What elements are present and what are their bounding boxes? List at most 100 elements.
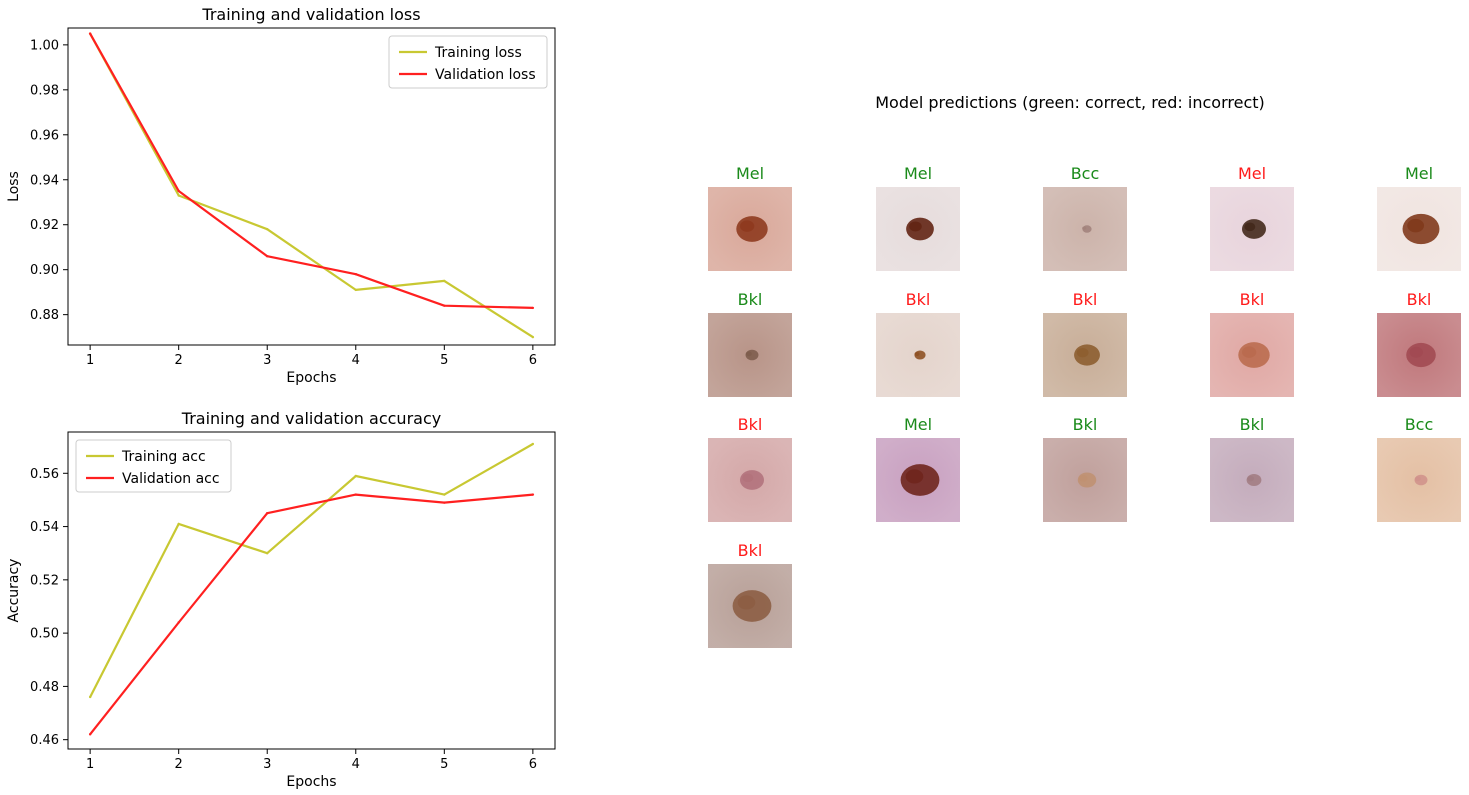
- series-line-0: [89, 33, 534, 339]
- lesion-spot-core: [742, 473, 754, 483]
- data-point: [266, 512, 269, 515]
- lesion-spot-core: [909, 221, 922, 232]
- y-tick-label: 0.48: [30, 680, 59, 695]
- data-point: [443, 304, 446, 307]
- predictions-title: Model predictions (green: correct, red: …: [875, 93, 1265, 112]
- data-point: [443, 501, 446, 504]
- data-point: [88, 733, 92, 736]
- lesion-spot-core: [1244, 222, 1256, 232]
- prediction-label: Mel: [736, 164, 764, 183]
- x-tick-label: 3: [263, 353, 271, 368]
- data-point: [354, 272, 357, 276]
- prediction-label: Mel: [1238, 164, 1266, 183]
- lesion-spot-core: [914, 351, 920, 357]
- lesion-spot-core: [905, 469, 924, 484]
- series-line-0: [89, 443, 534, 698]
- x-tick-label: 1: [86, 757, 94, 772]
- plot-frame: [67, 431, 556, 750]
- y-tick-label: 0.54: [30, 520, 59, 535]
- prediction-label: Bcc: [1071, 164, 1100, 183]
- chart-title: Training and validation loss: [201, 5, 420, 24]
- lesion-spot-core: [1247, 475, 1255, 482]
- x-tick-label: 5: [440, 353, 448, 368]
- x-tick-label: 4: [352, 353, 360, 368]
- series-line-1: [89, 33, 533, 309]
- y-tick-label: 0.46: [30, 733, 59, 748]
- lesion-spot-core: [745, 351, 752, 357]
- data-point: [531, 335, 535, 339]
- plot-frame: [67, 27, 556, 346]
- data-point: [531, 442, 535, 446]
- prediction-label: Bkl: [1407, 290, 1432, 309]
- chart-title: Training and validation accuracy: [181, 409, 441, 428]
- lesion-spot-core: [740, 220, 755, 232]
- prediction-label: Bkl: [1073, 415, 1098, 434]
- data-point: [266, 254, 269, 258]
- y-tick-label: 0.56: [30, 467, 59, 482]
- legend-box: [75, 439, 232, 493]
- lesion-spot-core: [1076, 347, 1089, 358]
- y-tick-label: 0.92: [30, 218, 59, 233]
- x-axis-label: Epochs: [286, 774, 336, 790]
- data-point: [266, 228, 269, 231]
- lesion-spot-core: [1407, 218, 1425, 233]
- lesion-spot-core: [737, 595, 756, 610]
- prediction-label: Bkl: [738, 541, 763, 560]
- data-point: [531, 493, 535, 496]
- prediction-label: Bkl: [1073, 290, 1098, 309]
- x-tick-label: 5: [440, 757, 448, 772]
- loss-chart: Training and validation loss 1 2 3 4 5 6 0.88 0.…: [6, 5, 556, 386]
- y-tick-label: 0.90: [30, 263, 59, 278]
- data-point: [177, 522, 180, 526]
- x-axis-label: Epochs: [286, 370, 336, 386]
- y-tick-label: 0.88: [30, 308, 59, 323]
- data-point: [266, 552, 269, 555]
- legend-label: Training loss: [434, 45, 522, 61]
- data-point: [88, 32, 92, 35]
- prediction-label: Bkl: [1240, 290, 1265, 309]
- prediction-label: Bkl: [1240, 415, 1265, 434]
- data-point: [177, 194, 180, 197]
- legend-label: Training acc: [121, 449, 206, 465]
- prediction-label: Mel: [904, 415, 932, 434]
- lesion-spot-core: [1082, 226, 1087, 230]
- y-tick-label: 0.98: [30, 83, 59, 98]
- lesion-spot-core: [1079, 474, 1088, 482]
- data-point: [177, 189, 180, 193]
- prediction-label: Bkl: [738, 290, 763, 309]
- data-point: [531, 306, 535, 310]
- y-tick-label: 0.52: [30, 573, 59, 588]
- data-point: [443, 279, 446, 283]
- y-tick-label: 0.94: [30, 173, 59, 188]
- lesion-spot-core: [1409, 346, 1424, 358]
- y-tick-label: 0.50: [30, 627, 59, 642]
- x-tick-label: 6: [529, 757, 537, 772]
- predictions-grid: Mel Mel Bcc Mel Mel Bkl Bkl Bkl Bkl Bkl Bkl Mel Bkl B…: [708, 164, 1461, 648]
- prediction-label: Bkl: [906, 290, 931, 309]
- x-tick-label: 1: [86, 353, 94, 368]
- prediction-label: Mel: [1405, 164, 1433, 183]
- prediction-label: Bkl: [738, 415, 763, 434]
- x-tick-label: 2: [175, 353, 183, 368]
- x-tick-label: 2: [175, 757, 183, 772]
- accuracy-chart: Training and validation accuracy 1 2 3 4 5 6 0.…: [6, 409, 556, 790]
- data-point: [88, 695, 92, 699]
- data-point: [443, 493, 446, 496]
- data-point: [177, 621, 180, 624]
- y-axis-label: Loss: [6, 171, 22, 202]
- data-point: [354, 493, 357, 496]
- x-tick-label: 3: [263, 757, 271, 772]
- legend-label: Validation acc: [122, 471, 220, 487]
- prediction-label: Mel: [904, 164, 932, 183]
- lesion-spot-core: [1414, 476, 1421, 482]
- y-tick-label: 1.00: [30, 38, 59, 53]
- x-tick-label: 6: [529, 353, 537, 368]
- series-line-1: [89, 493, 533, 735]
- data-point: [354, 474, 357, 478]
- legend-box: [388, 35, 548, 89]
- y-tick-label: 0.96: [30, 128, 59, 143]
- lesion-spot-core: [1242, 346, 1257, 358]
- data-point: [354, 288, 357, 292]
- x-tick-label: 4: [352, 757, 360, 772]
